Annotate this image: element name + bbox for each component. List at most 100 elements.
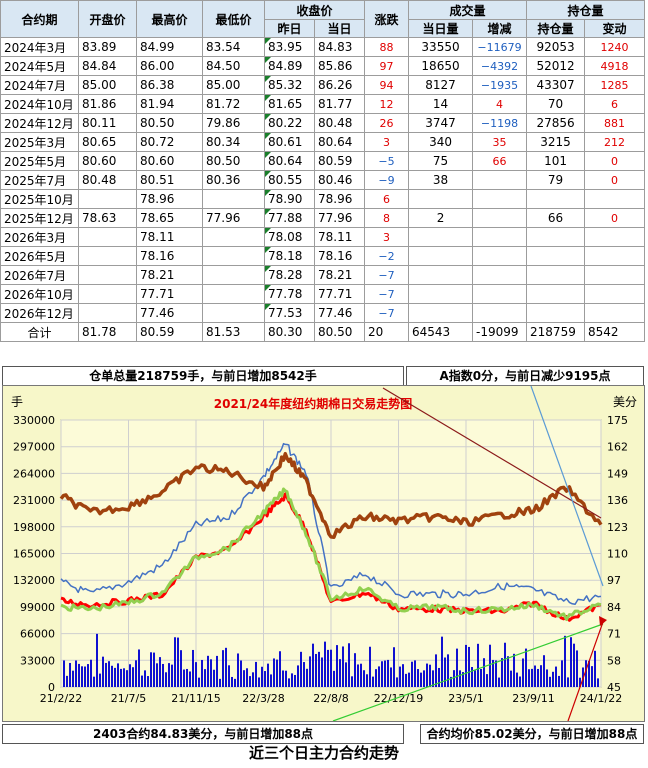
cell-prev: 81.65 bbox=[264, 94, 315, 114]
cell-change: 88 bbox=[364, 37, 410, 57]
volume-bar bbox=[528, 669, 530, 687]
cell-contract: 2025年3月 bbox=[0, 132, 79, 152]
volume-bar bbox=[450, 676, 452, 687]
volume-bar bbox=[135, 660, 137, 687]
cell-open bbox=[78, 227, 137, 247]
volume-bar bbox=[387, 659, 389, 687]
cell-open: 83.89 bbox=[78, 37, 137, 57]
cell-open bbox=[78, 284, 137, 304]
volume-bar bbox=[99, 673, 101, 687]
cell-prev: 77.53 bbox=[264, 303, 315, 323]
cell-vol bbox=[408, 265, 474, 285]
volume-bar bbox=[471, 667, 473, 687]
cell-today: 84.83 bbox=[313, 37, 366, 57]
cell-today: 80.50 bbox=[313, 322, 366, 342]
volume-bar bbox=[396, 677, 398, 687]
cell-open bbox=[78, 303, 137, 323]
volume-bar bbox=[231, 676, 233, 687]
header-contract: 合约期 bbox=[0, 0, 79, 38]
table-row: 2026年5月 78.16 78.18 78.16 −2 bbox=[0, 246, 646, 266]
cell-vol-chg bbox=[472, 170, 528, 190]
left-tick-label: 165000 bbox=[13, 548, 55, 561]
cell-oi bbox=[526, 284, 586, 304]
volume-bar bbox=[330, 649, 332, 687]
volume-bar bbox=[87, 664, 89, 687]
volume-bar bbox=[93, 676, 95, 687]
volume-bar bbox=[96, 633, 98, 687]
cell-oi-chg: 8542 bbox=[584, 322, 646, 342]
volume-bar bbox=[144, 670, 146, 687]
volume-bar bbox=[315, 653, 317, 687]
volume-bar bbox=[381, 661, 383, 687]
cell-contract: 2026年3月 bbox=[0, 227, 79, 247]
header-close: 收盘价 bbox=[263, 0, 366, 20]
cell-vol bbox=[408, 284, 474, 304]
cell-oi-chg: 4918 bbox=[584, 56, 646, 76]
cell-high: 77.46 bbox=[136, 303, 203, 323]
cell-low bbox=[202, 284, 265, 304]
volume-bar bbox=[480, 669, 482, 687]
volume-bar bbox=[84, 666, 86, 687]
cell-prev: 78.18 bbox=[264, 246, 315, 266]
volume-bar bbox=[414, 660, 416, 687]
volume-bar bbox=[378, 666, 380, 687]
header-vol-today: 当日量 bbox=[408, 19, 474, 38]
table-row: 2024年7月 85.00 86.38 85.00 85.32 86.26 94 8127 −1… bbox=[0, 75, 646, 95]
volume-bar bbox=[342, 646, 344, 687]
header-high: 最高价 bbox=[136, 0, 203, 38]
volume-bar bbox=[576, 650, 578, 687]
cell-open: 80.60 bbox=[78, 151, 137, 171]
volume-bar bbox=[327, 649, 329, 687]
volume-bar bbox=[477, 643, 479, 687]
volume-bar bbox=[453, 670, 455, 687]
cell-oi: 3215 bbox=[526, 132, 586, 152]
volume-bar bbox=[123, 668, 125, 687]
cell-high: 80.50 bbox=[136, 113, 203, 133]
volume-bar bbox=[501, 658, 503, 687]
volume-bar bbox=[393, 647, 395, 687]
cell-vol-chg bbox=[472, 208, 528, 228]
volume-bar bbox=[486, 674, 488, 687]
volume-bar bbox=[303, 662, 305, 687]
volume-bar bbox=[258, 677, 260, 687]
volume-bar bbox=[228, 665, 230, 687]
volume-bar bbox=[138, 649, 140, 687]
left-tick-label: 198000 bbox=[13, 521, 55, 534]
left-tick-label: 297000 bbox=[13, 441, 55, 454]
cell-oi-chg: 0 bbox=[584, 170, 646, 190]
table-row: 2025年3月 80.65 80.72 80.34 80.61 80.64 3 340 35 32… bbox=[0, 132, 646, 152]
volume-bar bbox=[78, 663, 80, 687]
cell-vol-chg bbox=[472, 246, 528, 266]
volume-bar bbox=[159, 657, 161, 687]
volume-bar bbox=[384, 660, 386, 687]
volume-bar bbox=[306, 668, 308, 687]
volume-bar bbox=[570, 637, 572, 687]
cell-prev: 78.08 bbox=[264, 227, 315, 247]
cell-today: 80.48 bbox=[313, 113, 366, 133]
volume-bar bbox=[174, 637, 176, 687]
cell-contract: 2024年3月 bbox=[0, 37, 79, 57]
volume-bar bbox=[180, 650, 182, 687]
volume-bar bbox=[204, 669, 206, 687]
cell-open: 81.78 bbox=[78, 322, 137, 342]
cell-low: 79.86 bbox=[202, 113, 265, 133]
cell-vol: 64543 bbox=[408, 322, 474, 342]
volume-bar bbox=[282, 670, 284, 687]
volume-bar bbox=[390, 667, 392, 687]
x-tick-label: 21/11/15 bbox=[171, 692, 220, 705]
cell-contract: 2024年5月 bbox=[0, 56, 79, 76]
cell-vol-chg bbox=[472, 265, 528, 285]
cell-vol-chg: -19099 bbox=[472, 322, 528, 342]
pointer-arrow bbox=[599, 616, 607, 626]
volume-bar bbox=[411, 661, 413, 687]
cell-open bbox=[78, 189, 137, 209]
cell-high: 78.16 bbox=[136, 246, 203, 266]
cell-oi-chg bbox=[584, 189, 646, 209]
x-tick-label: 22/8/8 bbox=[313, 692, 348, 705]
x-tick-label: 21/2/22 bbox=[40, 692, 82, 705]
volume-bar bbox=[294, 674, 296, 687]
x-tick-label: 24/1/22 bbox=[580, 692, 622, 705]
cell-vol-chg bbox=[472, 189, 528, 209]
cell-vol-chg: −1935 bbox=[472, 75, 528, 95]
header-vol-change: 增减 bbox=[472, 19, 528, 38]
